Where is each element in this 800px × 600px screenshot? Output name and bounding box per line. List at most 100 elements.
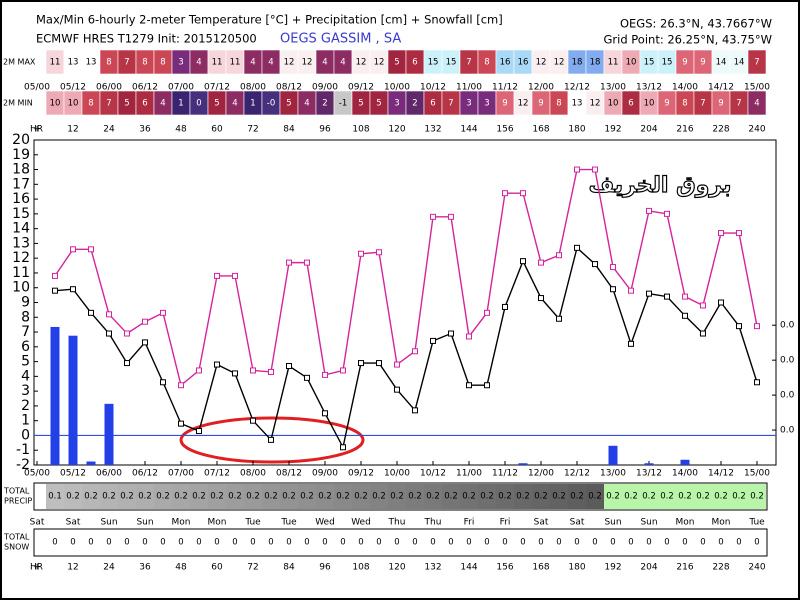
x-tick-label: 10/00 xyxy=(384,469,410,479)
y-tick-label: 2 xyxy=(21,398,30,414)
temp-marker xyxy=(646,290,652,297)
temp-cell-label: 9 xyxy=(682,58,687,68)
day-label: Thu xyxy=(424,518,442,528)
total-cell-label: 0 xyxy=(574,538,579,548)
temp-marker xyxy=(106,311,112,318)
temp-cell-label: 12 xyxy=(518,99,529,109)
day-label: Tue xyxy=(280,518,297,528)
day-label: Wed xyxy=(351,518,371,528)
total-cell-label: 0 xyxy=(502,538,507,548)
temp-cell-label: 5 xyxy=(286,99,291,109)
watermark: بروق الخريف xyxy=(589,173,732,198)
total-cell xyxy=(226,484,244,509)
x-tick-label: 12/00 xyxy=(528,83,554,93)
hr-tick-label: 36 xyxy=(139,125,151,135)
total-cell xyxy=(262,530,280,555)
temp-cell-label: 6 xyxy=(142,99,147,109)
total-cell-label: 0.2 xyxy=(750,492,764,502)
y-tick-label: 13 xyxy=(12,235,30,251)
total-cell-label: 0.2 xyxy=(228,492,242,502)
x-tick-label: 12/12 xyxy=(564,469,590,479)
total-cell-label: 0 xyxy=(610,538,615,548)
temp-cell-label: 9 xyxy=(538,99,543,109)
temp-cell-label: 8 xyxy=(556,99,561,109)
total-cell-label: 0.2 xyxy=(210,492,224,502)
day-label: Mon xyxy=(676,518,695,528)
temp-marker xyxy=(448,213,454,220)
total-cell xyxy=(298,530,316,555)
temp-cell-label: 10 xyxy=(626,58,637,68)
temp-cell-label: 3 xyxy=(178,58,183,68)
temp-cell-label: 8 xyxy=(682,99,687,109)
temp-cell-label: 2 xyxy=(322,99,327,109)
hr-tick-label: 12 xyxy=(67,125,78,135)
total-cell xyxy=(118,530,136,555)
temp-marker xyxy=(106,330,112,337)
hr-tick-label: 192 xyxy=(604,125,621,135)
total-cell xyxy=(640,530,658,555)
temp-marker xyxy=(466,382,472,389)
day-label: Sun xyxy=(136,518,153,528)
total-cell-label: 0 xyxy=(88,538,93,548)
temp-marker xyxy=(250,417,256,424)
temp-marker xyxy=(736,323,742,330)
highlight-ellipse xyxy=(179,416,365,464)
temp-marker xyxy=(538,295,544,302)
total-cell-label: 0.1 xyxy=(48,492,62,502)
total-cell xyxy=(622,530,640,555)
temp-marker xyxy=(628,287,634,294)
hr-tick-label: 12 xyxy=(67,563,78,573)
temp-marker xyxy=(196,367,202,374)
total-cell-label: 0.2 xyxy=(102,492,116,502)
total-cell-label: 0.2 xyxy=(372,492,386,502)
x-tick-label: 11/12 xyxy=(492,469,518,479)
total-cell xyxy=(316,530,334,555)
x-tick-label: 09/00 xyxy=(312,83,338,93)
total-cell xyxy=(298,484,316,509)
total-cell-label: 0 xyxy=(340,538,345,548)
hr-tick-label: 192 xyxy=(604,563,621,573)
temp-cell-label: 10 xyxy=(608,99,619,109)
temp-cell-label: 9 xyxy=(700,58,705,68)
total-cell xyxy=(334,530,352,555)
total-cell xyxy=(640,484,658,509)
total-cell-label: 0 xyxy=(592,538,597,548)
total-cell xyxy=(586,530,604,555)
x-tick-label: 05/00 xyxy=(24,469,50,479)
total-cell xyxy=(424,530,442,555)
temp-line xyxy=(54,168,758,387)
temp-marker xyxy=(286,363,292,370)
temp-cell-label: 4 xyxy=(232,99,237,109)
hr-tick-label: 84 xyxy=(283,125,295,135)
total-cell-label: 0.2 xyxy=(552,492,566,502)
hr-tick-label: 168 xyxy=(532,125,549,135)
total-cell xyxy=(136,484,154,509)
x-tick-label: 13/12 xyxy=(636,469,662,479)
temp-cell-label: 8 xyxy=(160,58,165,68)
temp-marker xyxy=(142,318,148,325)
temp-marker xyxy=(322,371,328,378)
temp-cell-label: 16 xyxy=(500,58,511,68)
temp-cell-label: 5 xyxy=(376,99,381,109)
total-cell-label: 0 xyxy=(142,538,147,548)
temp-cell-label: 5 xyxy=(358,99,363,109)
total-cell-label: 0.2 xyxy=(642,492,656,502)
temp-cell-label: 12 xyxy=(536,58,547,68)
total-cell xyxy=(532,530,550,555)
temp-marker xyxy=(520,258,526,265)
temp-cell-label: 4 xyxy=(322,58,327,68)
total-cell-label: 0.2 xyxy=(606,492,620,502)
x-tick-label: 15/00 xyxy=(744,83,770,93)
temp-cell-label: 8 xyxy=(484,58,489,68)
total-cell xyxy=(568,530,586,555)
total-cell xyxy=(460,484,478,509)
temp-marker xyxy=(178,420,184,427)
hr-tick-label: 228 xyxy=(712,125,729,135)
temp-marker xyxy=(214,272,220,279)
temp-cell-label: 13 xyxy=(572,99,583,109)
temp-marker xyxy=(520,190,526,197)
x-tick-label: 06/00 xyxy=(96,83,122,93)
temp-marker xyxy=(142,339,148,346)
hr-tick-label: 216 xyxy=(676,125,693,135)
temp-marker xyxy=(700,330,706,337)
